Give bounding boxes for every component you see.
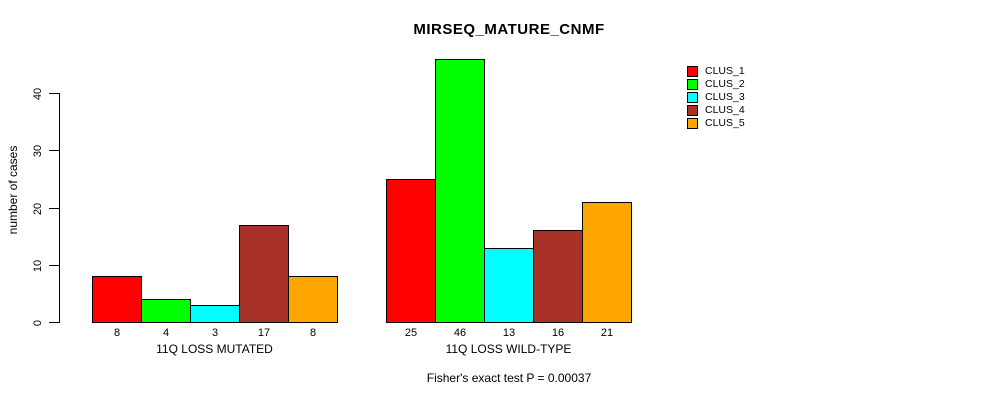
group-label: 11Q LOSS WILD-TYPE [445,342,572,356]
bar-value-label: 46 [453,327,467,339]
bar-value-label: 21 [600,327,614,339]
legend-label: CLUS_1 [705,65,745,77]
legend: CLUS_1 CLUS_2 CLUS_3 CLUS_4 CLUS_5 [687,65,745,130]
legend-item-clus_4: CLUS_4 [687,104,745,117]
bar-value-label: 3 [211,327,219,339]
bar-value-label: 25 [404,327,418,339]
legend-label: CLUS_3 [705,91,745,103]
group-label: 11Q LOSS MUTATED [156,342,273,356]
legend-swatch [687,92,698,103]
y-axis-tick-label: 40 [32,87,44,100]
bar-clus_3-group2 [484,248,534,323]
y-axis-tick-mark [49,322,60,323]
legend-swatch [687,79,698,90]
y-axis-tick-mark [49,150,60,151]
y-axis-title: number of cases [6,145,20,235]
legend-label: CLUS_5 [705,117,745,129]
legend-item-clus_1: CLUS_1 [687,65,745,78]
legend-item-clus_5: CLUS_5 [687,117,745,130]
y-axis-tick-mark [49,208,60,209]
bar-clus_4-group1 [239,225,289,323]
legend-swatch [687,118,698,129]
chart-title: MIRSEQ_MATURE_CNMF [413,21,605,38]
bar-value-label: 16 [551,327,565,339]
legend-swatch [687,66,698,77]
bar-value-label: 17 [257,327,271,339]
legend-label: CLUS_4 [705,104,745,116]
bar-clus_2-group1 [141,299,191,323]
bar-value-label: 8 [113,327,121,339]
bar-value-label: 8 [309,327,317,339]
y-axis-tick-label: 0 [32,319,44,326]
legend-item-clus_2: CLUS_2 [687,78,745,91]
bar-value-label: 4 [162,327,170,339]
y-axis-tick-label: 20 [32,202,44,215]
y-axis-tick-mark [49,93,60,94]
bar-clus_5-group2 [582,202,632,323]
legend-item-clus_3: CLUS_3 [687,91,745,104]
bar-clus_1-group2 [386,179,436,323]
legend-label: CLUS_2 [705,78,745,90]
bar-clus_4-group2 [533,230,583,323]
bar-clus_1-group1 [92,276,142,323]
bar-clus_3-group1 [190,305,240,323]
y-axis-tick-label: 30 [32,144,44,157]
bar-clus_5-group1 [288,276,338,323]
legend-swatch [687,105,698,116]
y-axis-tick-mark [49,265,60,266]
fisher-test-annotation: Fisher's exact test P = 0.00037 [426,371,592,385]
y-axis-tick-label: 10 [32,259,44,272]
bar-value-label: 13 [502,327,516,339]
bar-clus_2-group2 [435,59,485,323]
